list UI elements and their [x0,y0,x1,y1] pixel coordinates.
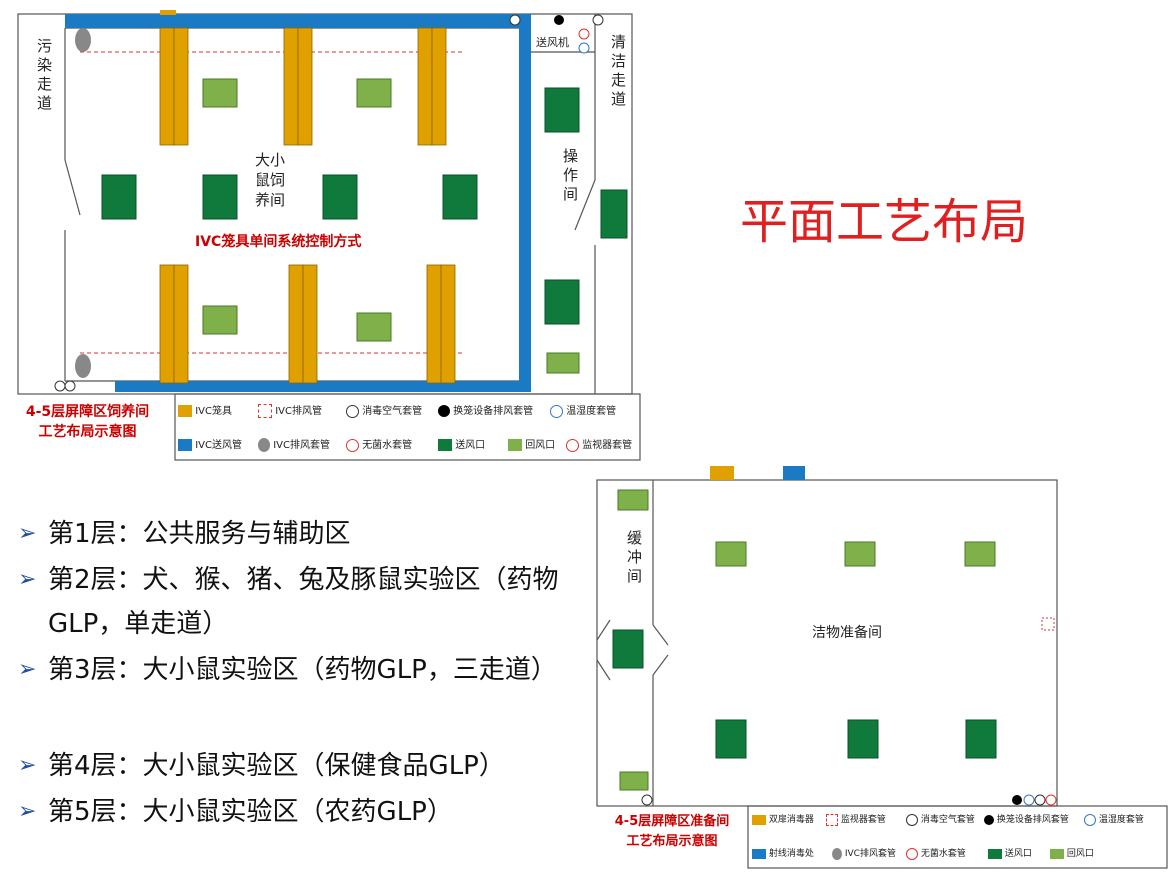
legend-label: 换笼设备排风套管 [996,815,1069,825]
legend-item: IVC笼具 [178,402,232,417]
legend-item: 消毒空气套管 [346,402,422,418]
legend-item: 监视器套管 [826,812,886,826]
legend-item: 换笼设备排风套管 [984,812,1069,825]
legend-item: 送风口 [988,846,1032,859]
legend-label: 监视器套管 [582,440,633,451]
room-label: 清洁走道 [609,34,627,110]
caption: 4-5层屏障区饲养间 工艺布局示意图 [5,402,170,442]
legend-item: IVC排风套管 [832,846,896,860]
legend-item: 消毒空气套管 [906,812,975,826]
legend-item: 射线消毒处 [752,846,814,859]
room-label: 操作间 [561,148,579,205]
legend-label: 射线消毒处 [768,849,814,859]
legend-item: 温湿度套管 [1084,812,1144,826]
legend-item: IVC送风管 [178,436,242,451]
room-label: 污染走道 [35,38,53,114]
annotation: IVC笼具单间系统控制方式 [195,234,362,250]
legend-item: 无菌水套管 [906,846,966,860]
caption-line: 工艺布局示意图 [38,424,137,440]
bullet: 第5层：大小鼠实验区（农药GLP） [18,790,563,834]
bullet: 第2层：犬、猴、猪、兔及豚鼠实验区（药物GLP，单走道） [18,558,563,646]
legend-label: 监视器套管 [840,815,886,825]
legend-label: IVC排风套管 [844,849,896,859]
room-label: 送风机 [536,36,569,49]
legend-label: 换笼设备排风套管 [453,406,534,417]
legend-item: IVC排风套管 [258,436,330,452]
legend-label: 送风口 [455,440,486,451]
legend-label: 消毒空气套管 [362,406,423,417]
legend-item: 无菌水套管 [346,436,412,452]
legend-label: 回风口 [1066,849,1094,859]
legend-item: 送风口 [438,436,485,451]
room-label: 缓冲间 [625,530,643,587]
legend-label: IVC笼具 [195,406,232,417]
bullet: 第3层：大小鼠实验区（药物GLP，三走道） [18,648,563,692]
legend-label: 无菌水套管 [920,849,966,859]
legend-label: IVC送风管 [195,440,242,451]
caption-line: 4-5层屏障区饲养间 [25,404,150,420]
legend-label: IVC排风套管 [273,440,330,451]
room-label: 洁物准备间 [812,625,882,641]
legend-label: 温湿度套管 [566,406,617,417]
caption-line: 4-5层屏障区准备间 [614,814,730,829]
bullet: 第1层：公共服务与辅助区 [18,512,563,556]
legend-label: IVC排风管 [275,406,322,417]
caption-line: 工艺布局示意图 [626,834,718,849]
legend-label: 消毒空气套管 [920,815,975,825]
legend-item: 温湿度套管 [550,402,616,418]
slide-title: 平面工艺布局 [740,194,1029,250]
legend-item: 换笼设备排风套管 [438,402,533,417]
legend-item: 回风口 [508,436,555,451]
room-label: 大小鼠饲养间 [254,151,285,209]
legend-item: 回风口 [1050,846,1094,859]
legend-label: 送风口 [1004,849,1032,859]
legend-item: 监视器套管 [566,436,632,452]
legend-label: 无菌水套管 [362,440,413,451]
legend-item: IVC排风管 [258,402,322,418]
legend-label: 温湿度套管 [1098,815,1144,825]
legend-label: 回风口 [525,440,556,451]
bullet: 第4层：大小鼠实验区（保健食品GLP） [18,744,563,788]
legend-item: 双扉消毒器 [752,812,814,825]
legend-label: 双扉消毒器 [768,815,814,825]
caption: 4-5层屏障区准备间 工艺布局示意图 [597,812,747,852]
